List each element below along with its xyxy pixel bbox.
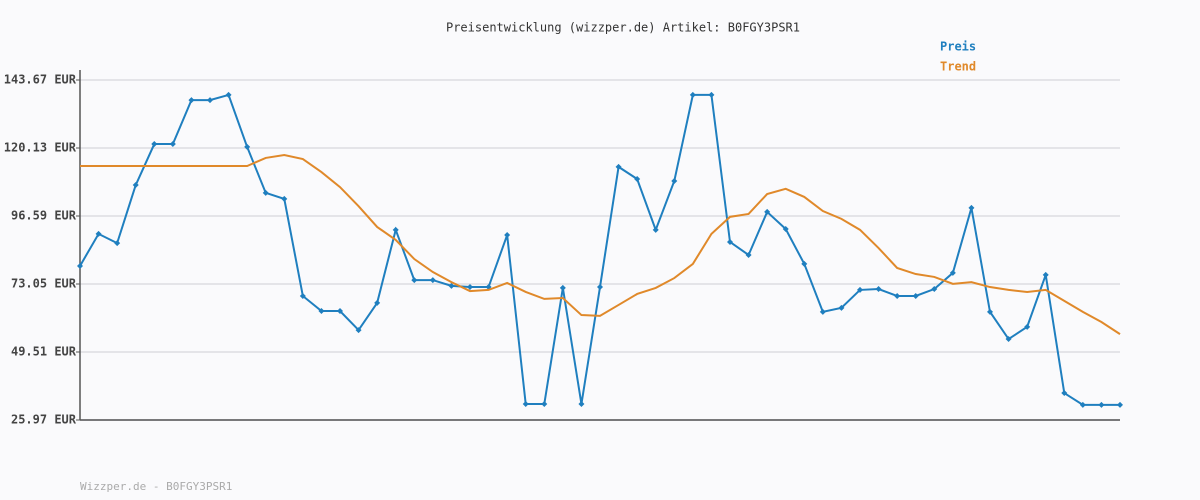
marker [411, 277, 418, 284]
marker [652, 226, 659, 233]
y-tick-label: 25.97 EUR [11, 413, 77, 427]
y-tick-label: 96.59 EUR [11, 209, 77, 223]
chart-title: Preisentwicklung (wizzper.de) Artikel: B… [446, 21, 800, 35]
marker [615, 163, 622, 170]
marker [374, 299, 381, 306]
series-line [80, 154, 1121, 335]
marker [1117, 401, 1123, 408]
marker [801, 260, 808, 267]
marker [392, 226, 399, 233]
y-tick-label: 120.13 EUR [4, 141, 77, 155]
marker [745, 251, 752, 258]
y-tick-label: 73.05 EUR [11, 277, 77, 291]
marker [281, 195, 288, 202]
marker [875, 286, 882, 293]
marker [857, 286, 863, 293]
marker [1098, 401, 1105, 408]
series-line [79, 93, 1120, 406]
marker [262, 189, 269, 196]
marker [467, 284, 473, 291]
marker [1061, 390, 1068, 397]
marker [114, 240, 121, 247]
marker [708, 91, 715, 98]
marker [504, 232, 511, 239]
marker [894, 292, 901, 299]
marker [151, 141, 158, 148]
marker [987, 308, 993, 315]
y-tick-label: 49.51 EUR [11, 345, 77, 359]
marker [188, 97, 195, 104]
legend-label: Trend [940, 60, 976, 74]
marker [949, 269, 956, 276]
marker [727, 238, 733, 245]
marker [1005, 336, 1012, 343]
marker [764, 208, 771, 215]
y-tick-label: 143.67 EUR [4, 73, 77, 87]
marker [597, 284, 603, 291]
footer: Wizzper.de - B0FGY3PSR1 [80, 480, 232, 493]
marker [819, 308, 826, 315]
marker [132, 182, 139, 189]
marker [77, 262, 83, 269]
marker [559, 284, 566, 291]
marker [1024, 323, 1031, 330]
marker [337, 308, 343, 315]
marker [1042, 271, 1049, 278]
marker [671, 178, 678, 185]
marker [541, 401, 548, 408]
marker [448, 282, 455, 289]
marker [318, 308, 325, 315]
marker [931, 286, 938, 293]
marker [244, 143, 251, 150]
marker [689, 91, 696, 98]
marker [225, 91, 232, 98]
marker [782, 225, 789, 232]
marker [522, 401, 529, 408]
marker [95, 230, 102, 237]
marker [207, 97, 213, 104]
marker [1079, 401, 1086, 408]
marker [169, 141, 176, 148]
marker [968, 204, 975, 211]
marker [578, 401, 585, 408]
marker [634, 175, 641, 182]
marker [355, 327, 362, 334]
marker [429, 277, 436, 284]
marker [912, 292, 919, 299]
marker [299, 292, 306, 299]
marker [838, 304, 845, 311]
legend-label: Preis [940, 40, 976, 54]
